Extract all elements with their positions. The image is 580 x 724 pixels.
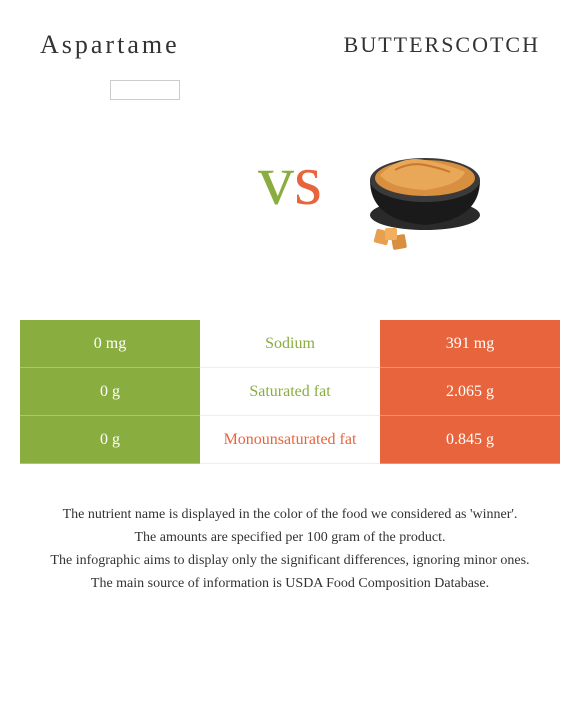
- right-value-cell: 2.065 g: [380, 368, 560, 416]
- table-row: 0 mg Sodium 391 mg: [20, 320, 560, 368]
- right-food-title: BUTTERSCOTCH: [344, 32, 540, 58]
- header: Aspartame BUTTERSCOTCH: [20, 30, 560, 60]
- vs-label: v s: [258, 139, 322, 222]
- table-row: 0 g Saturated fat 2.065 g: [20, 368, 560, 416]
- right-food-image: [350, 100, 500, 255]
- table-row: 0 g Monounsaturated fat 0.845 g: [20, 416, 560, 464]
- vs-section: v s: [20, 90, 560, 270]
- left-value-cell: 0 g: [20, 416, 200, 464]
- nutrient-name-cell: Sodium: [200, 320, 380, 368]
- left-value-cell: 0 g: [20, 368, 200, 416]
- right-value-cell: 391 mg: [380, 320, 560, 368]
- nutrient-name-cell: Monounsaturated fat: [200, 416, 380, 464]
- left-value-cell: 0 mg: [20, 320, 200, 368]
- footer-line: The main source of information is USDA F…: [40, 573, 540, 594]
- right-value-cell: 0.845 g: [380, 416, 560, 464]
- vs-v-letter: v: [258, 139, 294, 222]
- footer-line: The infographic aims to display only the…: [40, 550, 540, 571]
- footer-line: The nutrient name is displayed in the co…: [40, 504, 540, 525]
- nutrient-name-cell: Saturated fat: [200, 368, 380, 416]
- footer-line: The amounts are specified per 100 gram o…: [40, 527, 540, 548]
- nutrient-comparison-table: 0 mg Sodium 391 mg 0 g Saturated fat 2.0…: [20, 320, 560, 464]
- vs-s-letter: s: [294, 139, 322, 222]
- footer-notes: The nutrient name is displayed in the co…: [20, 504, 560, 594]
- left-food-image-placeholder: [110, 80, 180, 100]
- left-food-title: Aspartame: [40, 30, 180, 60]
